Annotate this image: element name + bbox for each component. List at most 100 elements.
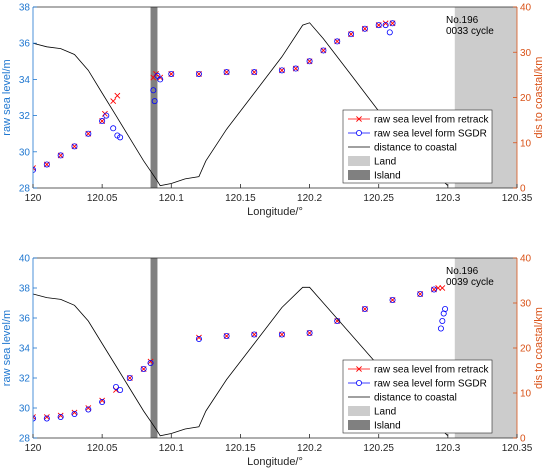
legend-label: raw sea level from retrack xyxy=(374,115,489,126)
sgdr-point xyxy=(361,25,368,32)
x-tick-label: 120.3 xyxy=(435,193,460,204)
y-tick-label: 28 xyxy=(19,184,31,195)
y2-tick-label: 30 xyxy=(520,299,532,310)
cycle-annotation: 0039 cycle xyxy=(446,277,494,288)
y2-tick-label: 20 xyxy=(520,344,532,355)
x-tick-label: 120.15 xyxy=(225,443,256,454)
sgdr-point xyxy=(85,130,92,137)
y-tick-label: 38 xyxy=(19,284,31,295)
sgdr-point xyxy=(99,398,106,405)
y-tick-label: 32 xyxy=(19,111,31,122)
sgdr-point xyxy=(117,386,124,393)
sgdr-point xyxy=(112,383,119,390)
y-tick-label: 30 xyxy=(19,404,31,415)
sgdr-point xyxy=(43,415,50,422)
retrack-point xyxy=(85,405,92,411)
plot-marks xyxy=(33,20,449,187)
island-region xyxy=(150,7,158,188)
y-axis-label: raw sea level/m xyxy=(1,59,13,135)
sgdr-point xyxy=(150,87,157,94)
legend-sgdr-marker xyxy=(355,379,362,386)
sgdr-point xyxy=(223,332,230,339)
y-tick-label: 38 xyxy=(19,3,31,14)
y-tick-label: 36 xyxy=(19,314,31,325)
retrack-point xyxy=(196,334,202,341)
sgdr-point xyxy=(71,143,78,150)
y2-tick-label: 0 xyxy=(520,434,526,445)
sgdr-point xyxy=(147,359,154,366)
x-axis-label: Longitude/° xyxy=(247,456,303,468)
x-tick-label: 120.1 xyxy=(159,193,184,204)
x-tick-label: 120.35 xyxy=(502,193,533,204)
y-tick-label: 28 xyxy=(19,434,31,445)
y2-tick-label: 40 xyxy=(520,3,532,14)
retrack-point xyxy=(99,397,106,404)
legend-island-swatch xyxy=(348,170,370,180)
legend-land-swatch xyxy=(348,156,370,166)
y2-axis-label: dis to coastal/km xyxy=(533,307,545,389)
y-tick-label: 30 xyxy=(19,147,31,158)
sgdr-point xyxy=(71,410,78,417)
legend-retrack-marker xyxy=(356,366,362,372)
chart-panel-1: 120 120.05 120.1 120.15 120.2 120.25 120.3 120.… xyxy=(1,3,545,219)
sgdr-point xyxy=(126,374,133,381)
y-tick-label: 36 xyxy=(19,39,31,50)
sgdr-point xyxy=(361,305,368,312)
sgdr-point xyxy=(437,325,444,332)
y-tick-label: 34 xyxy=(19,75,31,86)
x-tick-label: 120.05 xyxy=(87,443,118,454)
sgdr-point xyxy=(417,290,424,297)
plot-marks xyxy=(33,285,449,437)
sgdr-point xyxy=(389,20,396,27)
sgdr-point xyxy=(431,286,438,293)
x-tick-label: 120.2 xyxy=(297,443,322,454)
x-tick-label: 120.05 xyxy=(87,193,118,204)
sgdr-point xyxy=(306,58,313,65)
y-tick-label: 40 xyxy=(19,254,31,265)
x-tick-label: 120.25 xyxy=(363,443,394,454)
sgdr-point xyxy=(99,118,106,125)
retrack-point xyxy=(33,165,36,172)
cycle-annotation: No.196 xyxy=(446,15,479,26)
y-tick-label: 34 xyxy=(19,344,31,355)
legend-label: Island xyxy=(374,171,401,182)
retrack-point xyxy=(114,92,121,99)
sgdr-point xyxy=(442,305,449,312)
sgdr-point xyxy=(195,70,202,77)
sgdr-point xyxy=(117,134,124,141)
x-tick-label: 120.15 xyxy=(225,193,256,204)
sgdr-point xyxy=(43,161,50,168)
retrack-point xyxy=(157,74,164,81)
y2-tick-label: 10 xyxy=(520,389,532,400)
legend-label: Land xyxy=(374,407,396,418)
sgdr-point xyxy=(386,29,393,36)
sgdr-point xyxy=(57,152,64,159)
x-tick-label: 120 xyxy=(25,443,42,454)
sgdr-point xyxy=(168,70,175,77)
y2-tick-label: 0 xyxy=(520,184,526,195)
sgdr-point xyxy=(103,112,110,119)
retrack-point xyxy=(439,285,446,291)
retrack-point xyxy=(57,412,64,419)
legend-label: raw sea level from retrack xyxy=(374,365,489,376)
sgdr-point xyxy=(382,22,389,29)
y-tick-label: 32 xyxy=(19,374,31,385)
x-tick-label: 120.2 xyxy=(297,193,322,204)
sgdr-point xyxy=(306,329,313,336)
distance-line xyxy=(33,286,449,437)
sgdr-point xyxy=(140,365,147,372)
x-tick-label: 120.1 xyxy=(159,443,184,454)
sgdr-point xyxy=(251,69,258,76)
legend: raw sea level from retrack raw sea level … xyxy=(342,359,493,434)
legend-label: raw sea level form SGDR xyxy=(374,379,487,390)
sgdr-point xyxy=(439,317,446,324)
y2-axis-label: dis to coastal/km xyxy=(533,57,545,139)
x-axis-label: Longitude/° xyxy=(247,206,303,218)
legend-label: distance to coastal xyxy=(374,143,457,154)
retrack-point xyxy=(71,409,78,416)
sgdr-point xyxy=(195,335,202,342)
y2-tick-label: 30 xyxy=(520,48,532,59)
legend-label: Land xyxy=(374,157,396,168)
y2-tick-label: 10 xyxy=(520,138,532,149)
